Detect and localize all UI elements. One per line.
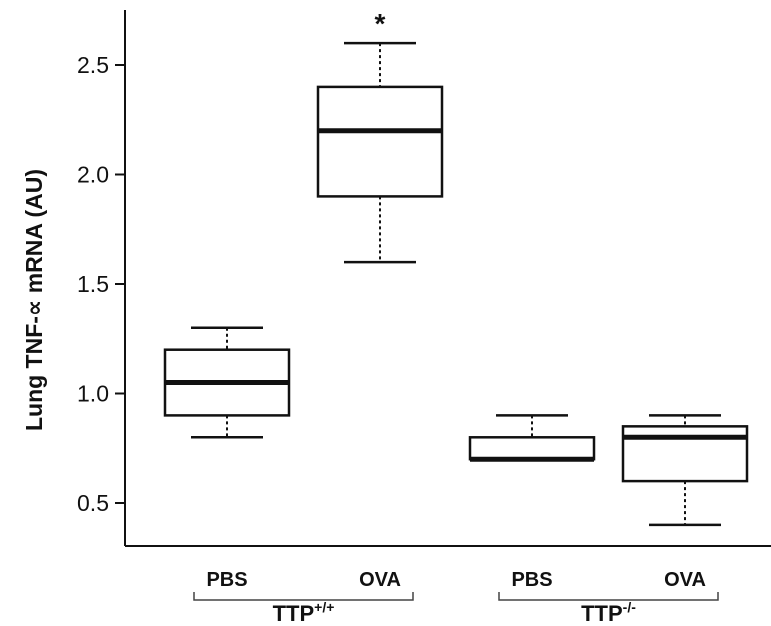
group-label-superscript: +/+ (314, 599, 334, 615)
group-label-superscript: -/- (623, 599, 637, 615)
axes (124, 10, 771, 547)
x-category-label: OVA (359, 569, 401, 591)
box-4 (621, 414, 749, 527)
x-category-label: PBS (206, 569, 247, 591)
x-category-label: PBS (511, 569, 552, 591)
y-tick-label: 1.5 (77, 271, 109, 297)
group-2: TTP-/- (498, 592, 719, 626)
box-1 (163, 326, 291, 439)
y-ticks: 0.5 1.0 1.5 2.0 2.5 (77, 52, 125, 516)
boxes: * (163, 8, 749, 527)
iqr-box (316, 85, 444, 198)
group-label-base: TTP (581, 601, 623, 626)
y-axis-label: Lung TNF-∝ mRNA (AU) (21, 169, 47, 431)
x-category-labels: PBS OVA PBS OVA (206, 569, 705, 591)
iqr-box (468, 436, 596, 461)
group-label-base: TTP (273, 601, 315, 626)
group-bracket (193, 592, 414, 601)
significance-marker: * (375, 8, 386, 39)
group-brackets: TTP+/+ TTP-/- (193, 592, 719, 626)
group-1: TTP+/+ (193, 592, 414, 626)
group-label: TTP+/+ (273, 599, 335, 626)
group-bracket (498, 592, 719, 601)
iqr-box (621, 425, 749, 483)
y-tick-label: 0.5 (77, 490, 109, 516)
y-tick-label: 2.0 (77, 162, 109, 188)
group-label: TTP-/- (581, 599, 636, 626)
y-tick-label: 2.5 (77, 52, 109, 78)
box-3 (468, 414, 596, 462)
x-category-label: OVA (664, 569, 706, 591)
y-tick-label: 1.0 (77, 381, 109, 407)
box-2: * (316, 8, 444, 264)
